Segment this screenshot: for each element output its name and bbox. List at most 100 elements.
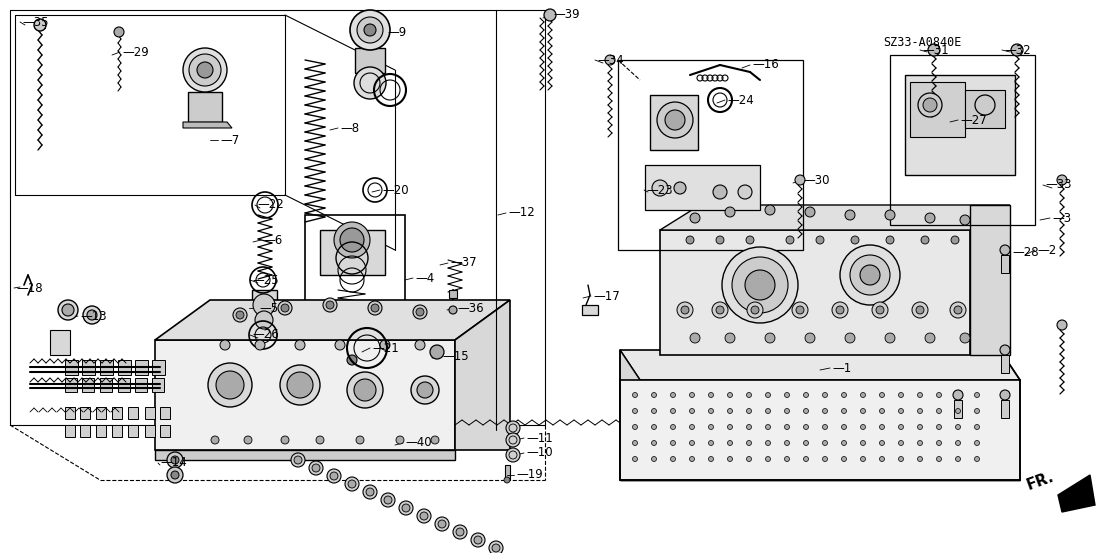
Text: —2: —2 bbox=[1037, 243, 1056, 257]
Bar bbox=[100, 360, 113, 375]
Circle shape bbox=[350, 10, 390, 50]
Text: —3: —3 bbox=[1051, 211, 1071, 225]
Text: SZ33-A0840E: SZ33-A0840E bbox=[883, 35, 962, 49]
Circle shape bbox=[955, 441, 961, 446]
Circle shape bbox=[633, 425, 637, 430]
Circle shape bbox=[411, 376, 439, 404]
Bar bbox=[145, 407, 155, 419]
Circle shape bbox=[822, 393, 828, 398]
Bar bbox=[129, 407, 138, 419]
Circle shape bbox=[335, 340, 345, 350]
Circle shape bbox=[822, 456, 828, 462]
Polygon shape bbox=[645, 165, 760, 210]
Circle shape bbox=[860, 265, 880, 285]
Circle shape bbox=[708, 425, 714, 430]
Circle shape bbox=[845, 333, 855, 343]
Circle shape bbox=[841, 409, 847, 414]
Text: —22: —22 bbox=[257, 199, 284, 211]
Circle shape bbox=[677, 302, 692, 318]
Circle shape bbox=[689, 456, 695, 462]
Circle shape bbox=[689, 425, 695, 430]
Circle shape bbox=[714, 185, 727, 199]
Circle shape bbox=[670, 425, 676, 430]
Circle shape bbox=[402, 504, 410, 512]
Circle shape bbox=[861, 409, 865, 414]
Circle shape bbox=[456, 528, 464, 536]
Circle shape bbox=[431, 436, 439, 444]
Polygon shape bbox=[455, 300, 510, 450]
Bar bbox=[65, 407, 75, 419]
Circle shape bbox=[211, 436, 219, 444]
Circle shape bbox=[417, 382, 433, 398]
Circle shape bbox=[420, 512, 428, 520]
Circle shape bbox=[960, 333, 970, 343]
Bar bbox=[112, 407, 122, 419]
Bar bbox=[117, 378, 130, 392]
Circle shape bbox=[220, 340, 230, 350]
Bar bbox=[35, 22, 45, 28]
Circle shape bbox=[294, 456, 302, 464]
Circle shape bbox=[708, 409, 714, 414]
Circle shape bbox=[738, 185, 752, 199]
Bar bbox=[505, 465, 510, 480]
Circle shape bbox=[815, 236, 824, 244]
Bar bbox=[905, 75, 1015, 175]
Circle shape bbox=[652, 393, 657, 398]
Circle shape bbox=[728, 425, 732, 430]
Circle shape bbox=[722, 247, 798, 323]
Bar bbox=[1001, 400, 1009, 418]
Circle shape bbox=[732, 257, 788, 313]
Text: —24: —24 bbox=[727, 93, 753, 107]
Bar bbox=[1001, 355, 1009, 373]
Text: —15: —15 bbox=[442, 349, 469, 363]
Circle shape bbox=[357, 17, 383, 43]
Circle shape bbox=[880, 393, 884, 398]
Circle shape bbox=[216, 371, 244, 399]
Circle shape bbox=[766, 441, 770, 446]
Circle shape bbox=[955, 425, 961, 430]
Circle shape bbox=[806, 333, 815, 343]
Text: —17: —17 bbox=[593, 290, 619, 302]
Circle shape bbox=[399, 501, 413, 515]
Circle shape bbox=[453, 525, 466, 539]
Circle shape bbox=[347, 372, 383, 408]
Circle shape bbox=[832, 302, 848, 318]
Text: —26: —26 bbox=[252, 328, 279, 342]
Bar bbox=[50, 330, 70, 355]
Circle shape bbox=[917, 393, 923, 398]
Circle shape bbox=[929, 44, 940, 56]
Circle shape bbox=[83, 306, 101, 324]
Circle shape bbox=[413, 305, 427, 319]
Text: —33: —33 bbox=[1045, 179, 1071, 191]
Circle shape bbox=[917, 441, 923, 446]
Circle shape bbox=[670, 441, 676, 446]
Polygon shape bbox=[582, 305, 598, 315]
Circle shape bbox=[348, 480, 356, 488]
Circle shape bbox=[253, 294, 275, 316]
Circle shape bbox=[171, 471, 179, 479]
Text: —25: —25 bbox=[252, 274, 278, 286]
Bar bbox=[117, 360, 131, 375]
Circle shape bbox=[975, 409, 979, 414]
Circle shape bbox=[851, 236, 859, 244]
Circle shape bbox=[806, 207, 815, 217]
Circle shape bbox=[880, 409, 884, 414]
Text: —9: —9 bbox=[387, 25, 407, 39]
Bar bbox=[112, 425, 122, 437]
Circle shape bbox=[189, 54, 220, 86]
Circle shape bbox=[353, 67, 386, 99]
Circle shape bbox=[309, 461, 324, 475]
Circle shape bbox=[936, 409, 942, 414]
Circle shape bbox=[689, 409, 695, 414]
Circle shape bbox=[975, 393, 979, 398]
Circle shape bbox=[747, 425, 751, 430]
Circle shape bbox=[633, 409, 637, 414]
Circle shape bbox=[747, 393, 751, 398]
Circle shape bbox=[885, 210, 895, 220]
Bar bbox=[82, 360, 95, 375]
Circle shape bbox=[716, 306, 724, 314]
Text: —32: —32 bbox=[1004, 44, 1030, 56]
Circle shape bbox=[368, 301, 382, 315]
Circle shape bbox=[1057, 320, 1067, 330]
Text: —30: —30 bbox=[803, 174, 830, 186]
